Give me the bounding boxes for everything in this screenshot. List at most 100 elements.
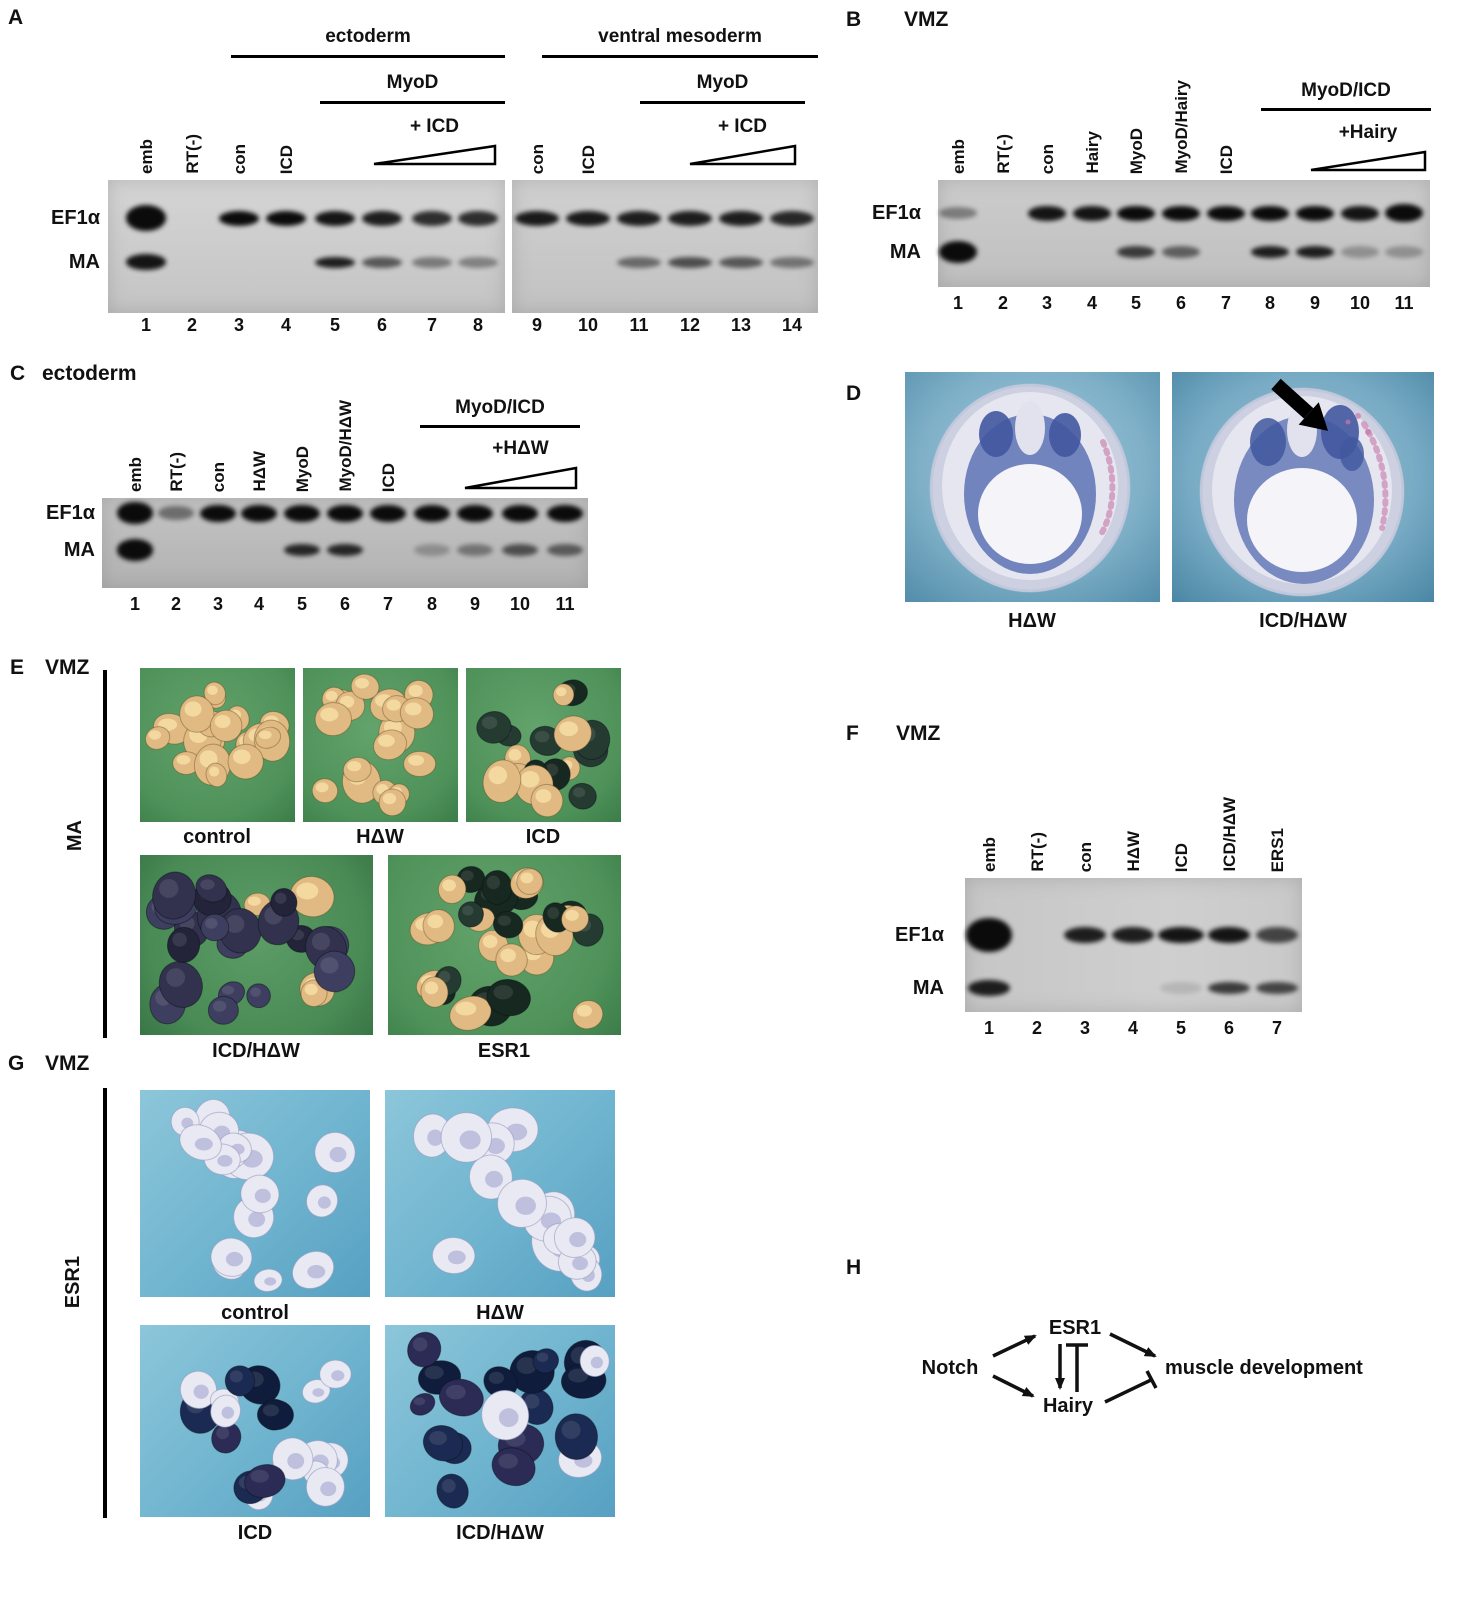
group-header-ectoderm: ectoderm <box>325 26 411 47</box>
photo-label: ICD <box>237 1522 273 1544</box>
gel-band <box>770 256 814 268</box>
group-header-myod-vm: MyoD <box>696 72 749 93</box>
group-header-icd-ecto: + ICD <box>409 116 460 137</box>
panel-d-letter: D <box>846 382 862 405</box>
lane-label: MyoD <box>291 380 313 492</box>
photo-label: ICD <box>525 826 561 848</box>
photo-label: control <box>183 826 251 848</box>
explant-photo <box>385 1090 615 1297</box>
lane-label-text: con <box>1075 841 1095 872</box>
pathway-diagram: Notch ESR1 Hairy muscle development <box>922 1317 1364 1417</box>
group-header-myod-icd-c: MyoD/ICD <box>455 397 545 418</box>
explant-blob <box>491 1447 536 1487</box>
explant-blob <box>179 1124 222 1161</box>
lane-number: 6 <box>1223 1018 1234 1038</box>
explant-photo <box>385 1325 615 1517</box>
explant-blob <box>495 943 528 977</box>
explant-blob <box>342 756 372 783</box>
lane-label-text: Hairy <box>1082 131 1102 174</box>
gel-band <box>966 918 1012 952</box>
lane-label: ICD <box>377 380 399 492</box>
row-label-ma: MA <box>889 241 921 263</box>
lane-number: 1 <box>129 594 140 614</box>
inhibit-hairy-to-muscle <box>1104 1378 1152 1404</box>
explant-blob <box>158 961 203 1008</box>
lane-label: RT(-) <box>992 46 1014 174</box>
explant-blob <box>224 1365 256 1397</box>
row-label-ma: MA <box>912 977 944 999</box>
yolk <box>1247 468 1357 572</box>
gel-band <box>327 504 363 522</box>
lane-label-text: emb <box>136 139 156 174</box>
gel-band <box>1112 927 1154 943</box>
gel-band <box>266 210 306 226</box>
node-hairy: Hairy <box>1043 1395 1094 1417</box>
explant-blob <box>205 762 228 788</box>
gel-band <box>1208 927 1250 943</box>
explant-blob <box>179 1370 218 1409</box>
lane-label: RT(-) <box>1026 764 1048 872</box>
row-label-ef1a: EF1α <box>872 202 921 224</box>
explant-photo-canvas <box>170 1098 356 1292</box>
explant-photo <box>303 668 458 822</box>
gel-band <box>1206 205 1246 221</box>
arrow-notch-to-esr1 <box>992 1334 1037 1358</box>
gel-band <box>458 210 498 226</box>
gel-band <box>547 544 583 556</box>
pink-stain-speckles <box>1097 439 1116 539</box>
gel-blot-a1 <box>108 180 505 313</box>
lane-number: 9 <box>469 594 480 614</box>
explant-blob <box>195 874 228 903</box>
gel-band <box>1250 205 1290 221</box>
gel-band <box>719 210 763 226</box>
explant-blob <box>481 870 513 905</box>
panel-c-tissue: ectoderm <box>42 362 137 385</box>
arrow-esr1-to-muscle <box>1109 1332 1157 1358</box>
panel-g-letter: G <box>8 1052 25 1075</box>
gel-band <box>1160 982 1202 994</box>
explant-blob <box>255 726 282 749</box>
explant-photo <box>388 855 621 1035</box>
lane-number: 2 <box>997 293 1008 313</box>
photo-label: ICD/HΔW <box>1259 610 1347 632</box>
gel-band <box>370 504 406 522</box>
explant-blob <box>246 983 271 1009</box>
lane-label-text: con <box>229 143 249 174</box>
explant-blob <box>409 1393 436 1416</box>
explant-blob <box>210 1394 241 1428</box>
lane-label: con <box>207 380 229 492</box>
gel-band <box>1295 205 1335 221</box>
lane-number: 7 <box>426 315 437 335</box>
node-notch: Notch <box>922 1357 979 1379</box>
gel-band <box>362 256 402 268</box>
explant-blob <box>449 995 492 1031</box>
row-label-ma: MA <box>68 251 100 273</box>
group-underline <box>640 101 805 104</box>
lane-label-text: con <box>208 461 228 492</box>
photo-label: HΔW <box>1008 610 1056 632</box>
group-header-hdw-ramp: +HΔW <box>492 438 549 459</box>
lane-label-text: ICD <box>276 144 296 174</box>
lane-label: emb <box>947 46 969 174</box>
lane-label-text: MyoD/HΔW <box>335 400 355 492</box>
lane-label: con <box>1036 46 1058 174</box>
gel-band <box>1161 246 1201 258</box>
gel-band <box>1116 205 1156 221</box>
explant-blob <box>552 683 575 707</box>
dose-ramp-icon <box>464 466 578 490</box>
explant-blob <box>203 681 226 706</box>
dose-ramp-icon <box>373 144 497 166</box>
pink-stain-speckles <box>1361 421 1389 531</box>
explant-blob <box>436 1473 469 1509</box>
explant-blob <box>256 1399 294 1431</box>
lane-number: 13 <box>730 315 752 335</box>
explant-blob <box>516 868 544 895</box>
gel-band <box>414 544 450 556</box>
gel-blot-f <box>965 878 1302 1012</box>
gel-band <box>412 210 452 226</box>
explant-blob <box>483 1366 518 1399</box>
explant-blob <box>319 1359 352 1389</box>
lane-label-text: ERS1 <box>1267 827 1287 872</box>
inhibit-bar <box>1145 1370 1158 1389</box>
